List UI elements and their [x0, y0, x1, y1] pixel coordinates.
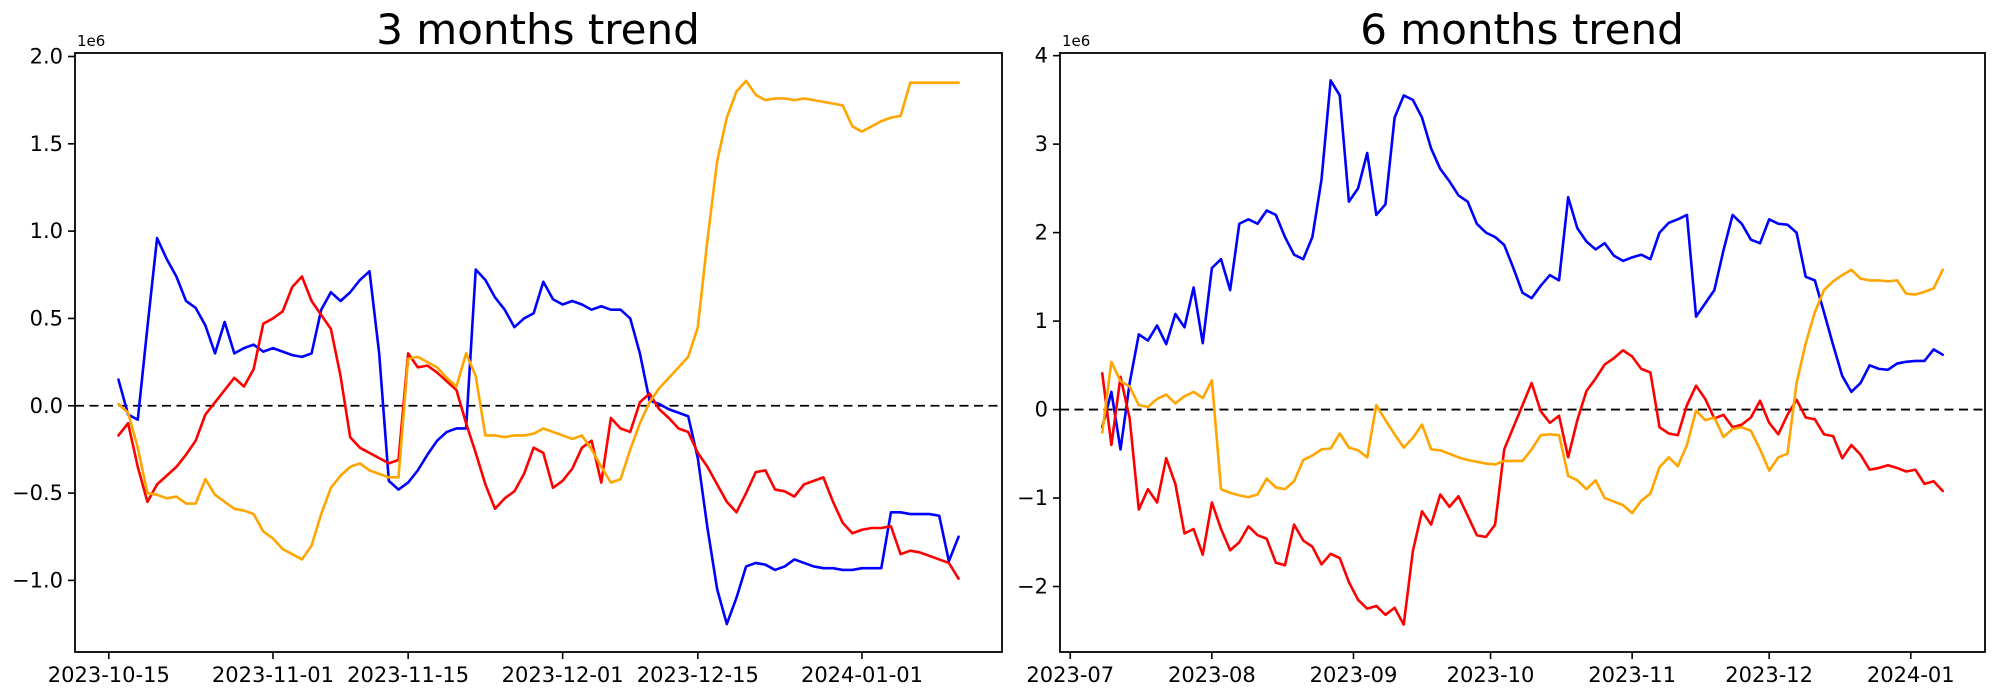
axis-offset-label: 1e6	[77, 32, 105, 50]
x-tick-label: 2023-11-15	[347, 663, 469, 687]
x-tick-label: 2023-11	[1588, 663, 1676, 687]
y-tick-label: 0.5	[30, 306, 63, 330]
x-tick-label: 2023-10	[1447, 663, 1535, 687]
y-tick-label: 3	[1035, 132, 1048, 156]
axes-spines	[74, 52, 1003, 653]
plots-group: 2.0 1.5 1.0 0.5 0.0 −0.5 −1.0 2023-10-15 2023-11…	[12, 32, 1986, 687]
y-tick-label: 2	[1035, 221, 1048, 245]
y-tick-label: 1.0	[30, 219, 63, 243]
y-tick-label: −1	[1017, 486, 1048, 510]
y-tick-label: 0	[1035, 398, 1048, 422]
y-tick-label: 1	[1035, 309, 1048, 333]
x-tick-label: 2023-08	[1168, 663, 1256, 687]
chart-title-6-months: 6 months trend	[1360, 5, 1684, 54]
y-tick-label: −2	[1017, 575, 1048, 599]
red-series-line	[117, 275, 960, 580]
x-tick-label: 2023-10-15	[48, 663, 170, 687]
blue-series-line	[1100, 79, 1945, 451]
x-tick-label: 2023-12-15	[637, 663, 759, 687]
x-tick-label: 2024-01-01	[801, 663, 923, 687]
y-tick-label: 2.0	[30, 44, 63, 68]
x-tick-label: 2023-12-01	[502, 663, 624, 687]
y-tick-label: −1.0	[12, 568, 63, 592]
y-tick-label: 0.0	[30, 394, 63, 418]
x-tick-label: 2024-01	[1867, 663, 1955, 687]
orange-series-line	[117, 79, 960, 561]
orange-series-line	[1100, 268, 1945, 515]
y-tick-label: −0.5	[12, 481, 63, 505]
y-tick-label: 4	[1035, 44, 1048, 68]
x-tick-label: 2023-12	[1725, 663, 1813, 687]
axes-spines	[1059, 52, 1986, 653]
axis-offset-label: 1e6	[1062, 32, 1090, 50]
y-tick-label: 1.5	[30, 132, 63, 156]
chart-title-3-months: 3 months trend	[376, 5, 700, 54]
x-tick-label: 2023-09	[1310, 663, 1398, 687]
x-tick-label: 2023-11-01	[212, 663, 334, 687]
x-tick-label: 2023-07	[1026, 663, 1114, 687]
red-series-line	[1100, 348, 1945, 626]
